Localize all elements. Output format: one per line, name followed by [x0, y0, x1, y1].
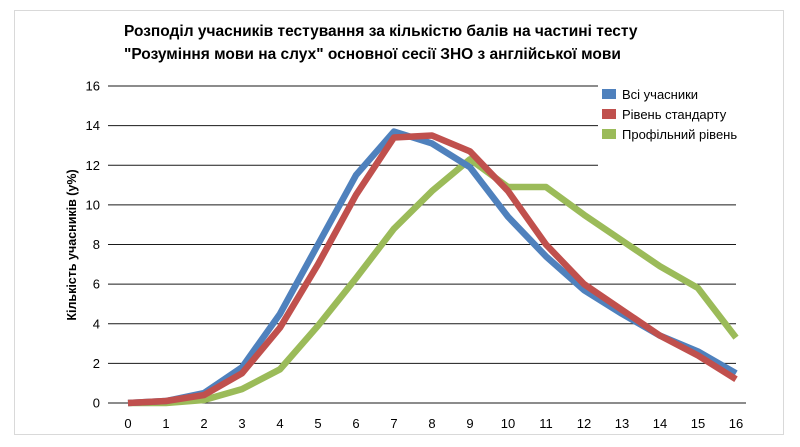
- y-tick-label-8: 8: [93, 237, 100, 252]
- x-tick-label-11: 11: [539, 416, 553, 431]
- series-line-0: [127, 128, 738, 407]
- x-tick-label-16: 16: [729, 416, 743, 431]
- legend-swatch-2: [602, 129, 616, 139]
- y-tick-label-4: 4: [93, 316, 100, 331]
- chart-title-line-2: "Розуміння мови на слух" основної сесії …: [124, 46, 621, 63]
- x-tick-label-1: 1: [162, 416, 169, 431]
- x-tick-label-7: 7: [390, 416, 397, 431]
- y-tick-label-14: 14: [86, 118, 100, 133]
- x-tick-label-14: 14: [653, 416, 667, 431]
- x-tick-label-10: 10: [501, 416, 515, 431]
- y-tick-label-0: 0: [93, 396, 100, 411]
- x-tick-label-4: 4: [276, 416, 283, 431]
- legend-swatch-0: [602, 89, 616, 99]
- y-tick-label-10: 10: [86, 197, 100, 212]
- y-tick-label-12: 12: [86, 158, 100, 173]
- x-tick-label-6: 6: [352, 416, 359, 431]
- legend-label-0: Всі учасники: [622, 87, 698, 102]
- chart-title-line-1: Розподіл учасників тестування за кількіс…: [124, 23, 638, 40]
- x-tick-label-13: 13: [615, 416, 629, 431]
- x-tick-label-0: 0: [124, 416, 131, 431]
- x-tick-label-8: 8: [428, 416, 435, 431]
- chart-title: Розподіл учасників тестування за кількіс…: [124, 20, 637, 66]
- legend-label-1: Рівень стандарту: [622, 107, 727, 122]
- y-tick-label-6: 6: [93, 277, 100, 292]
- x-tick-label-12: 12: [577, 416, 591, 431]
- legend-label-2: Профільний рівень: [622, 127, 737, 142]
- y-tick-label-2: 2: [93, 356, 100, 371]
- x-tick-label-5: 5: [314, 416, 321, 431]
- x-tick-label-2: 2: [200, 416, 207, 431]
- x-tick-label-15: 15: [691, 416, 705, 431]
- legend-swatch-1: [602, 109, 616, 119]
- series-line-2: [128, 156, 739, 407]
- series-line-1: [127, 132, 738, 407]
- x-tick-label-9: 9: [466, 416, 473, 431]
- y-tick-label-16: 16: [86, 79, 100, 94]
- x-tick-label-3: 3: [238, 416, 245, 431]
